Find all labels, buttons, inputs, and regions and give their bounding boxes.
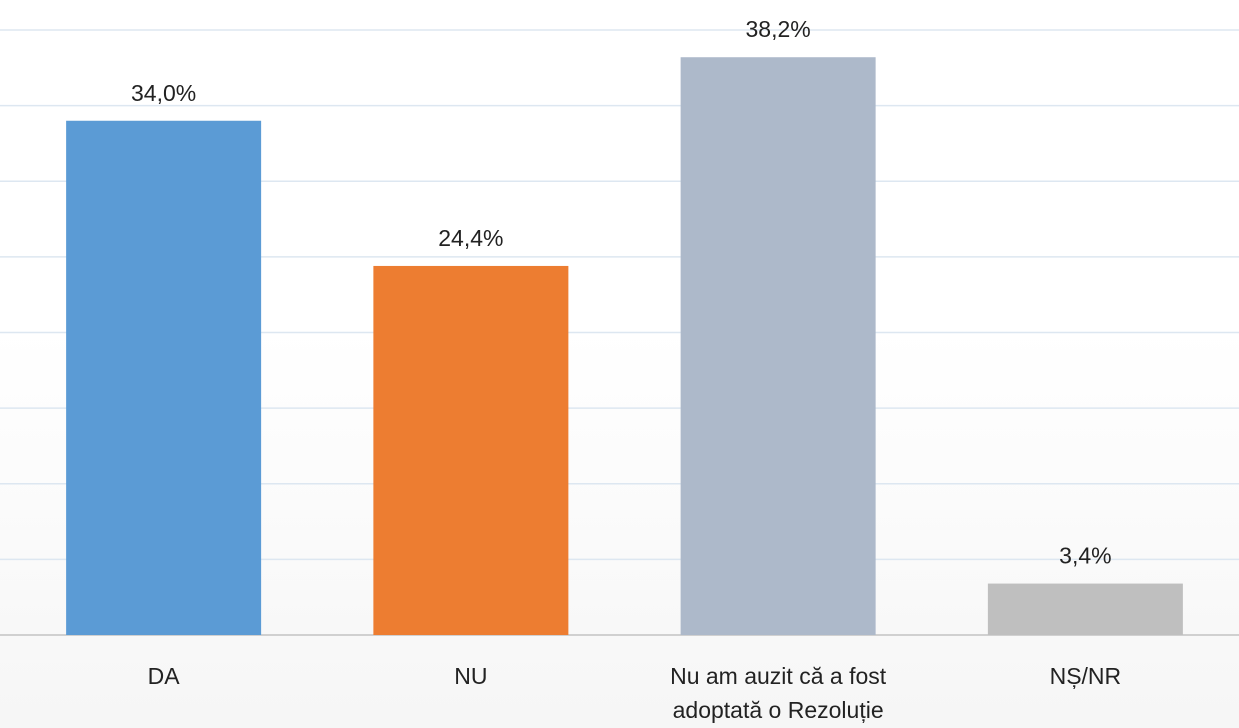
- x-tick-label: DA: [147, 663, 180, 689]
- value-label: 3,4%: [1059, 543, 1111, 569]
- value-label: 34,0%: [131, 80, 196, 106]
- bar: [987, 583, 1183, 635]
- bar: [373, 265, 569, 635]
- x-tick-label: Nu am auzit că a fost adoptată o Rezoluț…: [670, 663, 887, 723]
- value-label: 24,4%: [438, 225, 503, 251]
- bar: [66, 120, 262, 635]
- value-label: 38,2%: [746, 16, 811, 42]
- x-tick-label: NȘ/NR: [1049, 663, 1122, 689]
- x-tick-label: NU: [454, 663, 488, 689]
- bar: [680, 57, 876, 636]
